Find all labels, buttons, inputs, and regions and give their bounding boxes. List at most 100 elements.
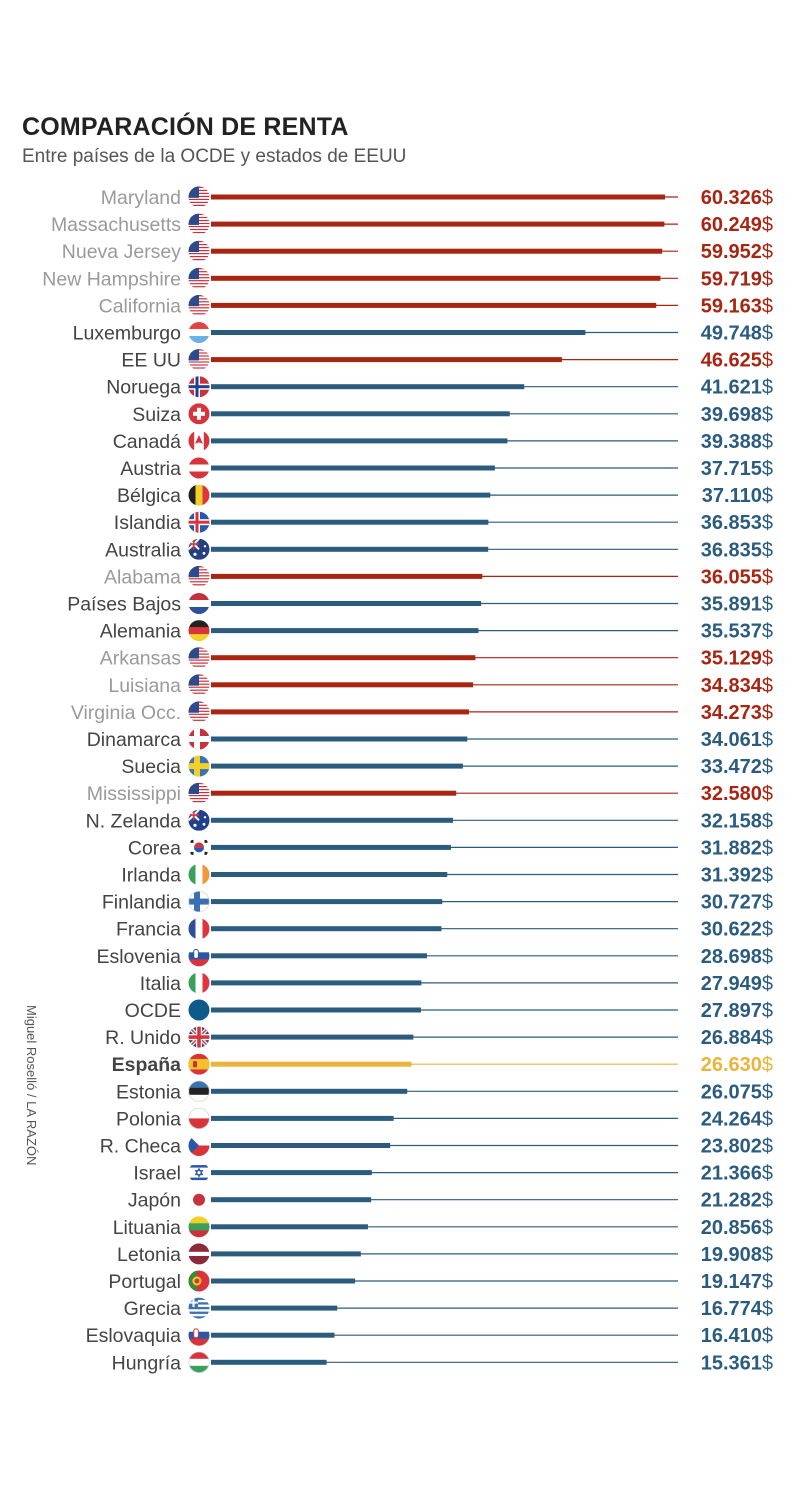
bar	[211, 817, 454, 823]
chart-row: Irlanda 31.392$	[121, 865, 773, 887]
data-label: 27.897$	[701, 1000, 773, 1022]
spain-flag-icon	[188, 1053, 210, 1075]
chart-row: Grecia 16.774$	[124, 1298, 773, 1320]
denmark-flag-icon	[188, 728, 210, 750]
data-label: 60.249$	[701, 214, 773, 236]
row-label: New Hampshire	[42, 268, 181, 290]
bar	[211, 465, 495, 471]
data-label: 35.891$	[701, 594, 773, 616]
bar	[211, 573, 483, 579]
data-label: 28.698$	[701, 946, 773, 968]
row-label: EE UU	[121, 350, 181, 372]
bar	[211, 384, 525, 390]
data-label: 20.856$	[701, 1217, 773, 1239]
japan-flag-icon	[188, 1189, 210, 1211]
row-label: Alabama	[104, 566, 181, 588]
germany-flag-icon	[188, 620, 210, 642]
row-label: Letonia	[117, 1244, 181, 1266]
slovenia-flag-icon	[188, 945, 210, 967]
chart-row: Letonia 19.908$	[117, 1244, 773, 1266]
netherlands-flag-icon	[188, 593, 210, 614]
lithuania-flag-icon	[188, 1216, 210, 1238]
austria-flag-icon	[188, 457, 210, 479]
row-label: Alemania	[100, 621, 181, 643]
data-label: 37.110$	[702, 485, 773, 507]
row-label: Japón	[128, 1190, 181, 1212]
data-label: 36.055$	[701, 566, 773, 588]
data-label: 16.410$	[701, 1325, 773, 1347]
latvia-flag-icon	[188, 1243, 210, 1265]
chart-row: Japón 21.282$	[128, 1190, 773, 1212]
data-label: 34.273$	[701, 702, 773, 724]
chart-row: Islandia 36.853$	[114, 512, 773, 534]
iceland-flag-icon	[188, 511, 210, 533]
slovakia-flag-icon	[188, 1324, 210, 1346]
chart-row: Polonia 24.264$	[116, 1108, 773, 1130]
chart-row: Arkansas 35.129$	[100, 648, 773, 670]
bar	[211, 709, 469, 715]
chart-row: Francia 30.622$	[116, 919, 773, 941]
row-label: Luisiana	[108, 675, 181, 697]
bar	[211, 1278, 356, 1284]
bar	[211, 790, 457, 796]
estonia-flag-icon	[188, 1080, 210, 1102]
portugal-flag-icon	[188, 1270, 210, 1292]
bar	[211, 1115, 394, 1121]
chart-row: Australia 36.835$	[105, 539, 773, 561]
chart-row: Canadá 39.388$	[113, 431, 773, 453]
us-flag-icon	[188, 647, 210, 669]
data-label: 39.388$	[701, 431, 773, 453]
italy-flag-icon	[188, 972, 210, 994]
uk-flag-icon	[188, 1026, 210, 1048]
bar	[211, 221, 665, 227]
row-label: Suecia	[121, 756, 181, 778]
finland-flag-icon	[188, 891, 210, 913]
row-label: Italia	[140, 973, 181, 995]
bar	[211, 357, 562, 363]
chart-row: OCDE 27.897$	[125, 1000, 773, 1022]
author-credit: Miguel Roselló / LA RAZÓN	[24, 1005, 39, 1166]
bar	[211, 1034, 414, 1040]
data-label: 35.537$	[701, 621, 773, 643]
row-label: Israel	[133, 1163, 181, 1185]
chart-row: Italia 27.949$	[140, 973, 773, 995]
row-label: Massachusetts	[51, 214, 181, 236]
data-label: 59.163$	[701, 295, 773, 317]
row-label: Estonia	[116, 1081, 181, 1103]
data-label: 26.884$	[701, 1027, 773, 1049]
chart-row: Suiza 39.698$	[132, 404, 773, 426]
bar	[211, 601, 482, 606]
norway-flag-icon	[188, 376, 210, 398]
data-label: 35.129$	[701, 648, 773, 670]
bar	[211, 330, 586, 335]
bar	[211, 1251, 361, 1257]
data-label: 23.802$	[701, 1136, 773, 1158]
data-label: 59.719$	[701, 268, 773, 290]
us-flag-icon	[188, 782, 210, 804]
bar	[211, 1143, 391, 1148]
chart-row: Lituania 20.856$	[113, 1217, 773, 1239]
australia-flag-icon	[188, 538, 210, 560]
row-label: Irlanda	[121, 865, 181, 887]
chart-row: Luxemburgo 49.748$	[73, 323, 773, 345]
canada-flag-icon	[188, 430, 210, 452]
row-label: Luxemburgo	[73, 323, 182, 345]
data-label: 27.949$	[701, 973, 773, 995]
row-label: Austria	[120, 458, 181, 480]
chart-row: Eslovaquia 16.410$	[86, 1325, 773, 1347]
row-label: Canadá	[113, 431, 181, 453]
bar	[211, 844, 451, 850]
bar	[211, 275, 661, 281]
row-label: Corea	[128, 837, 181, 859]
data-label: 15.361$	[701, 1352, 773, 1374]
row-label: Australia	[105, 539, 181, 561]
bar	[211, 655, 476, 661]
row-label: N. Zelanda	[86, 810, 182, 832]
chart-row: R. Unido 26.884$	[105, 1027, 773, 1049]
chart-row: R. Checa 23.802$	[100, 1136, 773, 1158]
row-label: Lituania	[113, 1217, 181, 1239]
data-label: 49.748$	[701, 323, 773, 345]
data-label: 26.630$	[701, 1054, 773, 1076]
data-label: 39.698$	[701, 404, 773, 426]
data-label: 36.853$	[701, 512, 773, 534]
